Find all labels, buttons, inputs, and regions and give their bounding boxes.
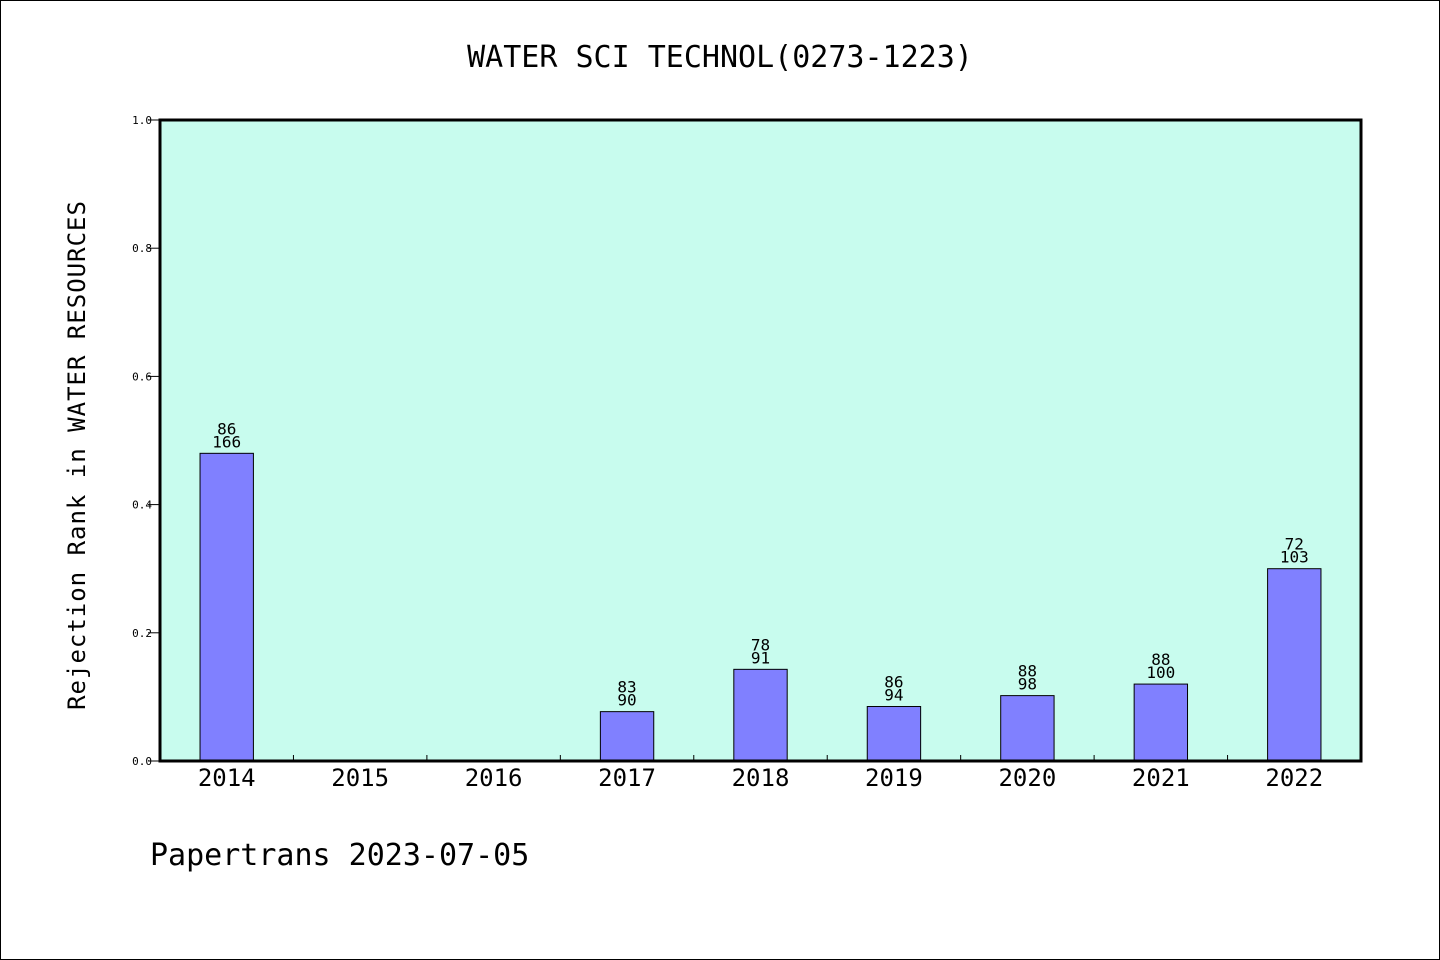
y-tick-label: 1.0 bbox=[132, 114, 152, 127]
bar-series bbox=[199, 452, 1322, 762]
bar-label-top: 86 bbox=[217, 419, 236, 438]
footer-credit: Papertrans 2023-07-05 bbox=[150, 838, 529, 873]
bar bbox=[599, 711, 655, 762]
bar-label-top: 88 bbox=[1018, 662, 1037, 681]
x-axis-ticks: 2014 2015 2016 2017 2018 2019 2020 2021 2022 bbox=[198, 755, 1323, 792]
bar-label-bottom: 103 bbox=[1280, 548, 1309, 567]
bar bbox=[1133, 683, 1189, 762]
plot-area bbox=[160, 120, 1361, 761]
x-tick-label: 2014 bbox=[198, 764, 256, 792]
bar-label-bottom: 98 bbox=[1018, 675, 1037, 694]
y-tick-label: 0.8 bbox=[132, 242, 152, 255]
y-tick-label: 0.4 bbox=[132, 499, 152, 512]
bar-label-top: 72 bbox=[1285, 535, 1304, 554]
x-tick-label: 2017 bbox=[598, 764, 656, 792]
bar-label-bottom: 91 bbox=[751, 648, 770, 667]
bar bbox=[1267, 568, 1322, 762]
bar-label-top: 88 bbox=[1151, 650, 1170, 669]
plot-border bbox=[158, 118, 1363, 763]
bar-label-bottom: 166 bbox=[212, 432, 241, 451]
y-axis-ticks: 0.0 0.2 0.4 0.6 0.8 1.0 bbox=[132, 114, 160, 768]
x-tick-label: 2018 bbox=[732, 764, 790, 792]
bar-label-top: 83 bbox=[617, 678, 636, 697]
bar bbox=[1000, 695, 1055, 762]
bar-label-bottom: 90 bbox=[617, 691, 636, 710]
x-tick-label: 2015 bbox=[331, 764, 389, 792]
y-axis-label: Rejection Rank in WATER RESOURCES bbox=[63, 200, 91, 710]
chart-title: WATER SCI TECHNOL(0273-1223) bbox=[467, 40, 973, 75]
x-tick-label: 2022 bbox=[1265, 764, 1323, 792]
x-tick-label: 2016 bbox=[465, 764, 523, 792]
y-tick-label: 0.2 bbox=[132, 627, 152, 640]
bar-label-top: 78 bbox=[751, 635, 770, 654]
bar-label-bottom: 100 bbox=[1146, 663, 1175, 682]
y-tick-label: 0.0 bbox=[132, 755, 152, 768]
bar bbox=[733, 668, 788, 762]
x-tick-label: 2021 bbox=[1132, 764, 1190, 792]
y-tick-label: 0.6 bbox=[132, 370, 152, 383]
bar-label-top: 86 bbox=[884, 673, 903, 692]
bar bbox=[866, 706, 922, 762]
bar-label-bottom: 94 bbox=[884, 686, 903, 705]
x-tick-label: 2020 bbox=[998, 764, 1056, 792]
bar bbox=[199, 452, 254, 762]
x-tick-label: 2019 bbox=[865, 764, 923, 792]
